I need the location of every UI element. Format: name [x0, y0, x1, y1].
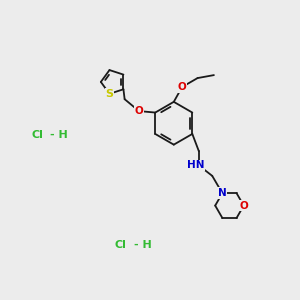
Text: O: O	[239, 201, 248, 211]
Text: S: S	[106, 89, 113, 99]
Text: - H: - H	[50, 130, 68, 140]
Text: O: O	[178, 82, 187, 92]
Text: N: N	[218, 188, 227, 198]
Text: Cl: Cl	[31, 130, 43, 140]
Text: HN: HN	[187, 160, 204, 170]
Text: O: O	[134, 106, 143, 116]
Text: - H: - H	[134, 240, 152, 250]
Text: Cl: Cl	[114, 240, 126, 250]
